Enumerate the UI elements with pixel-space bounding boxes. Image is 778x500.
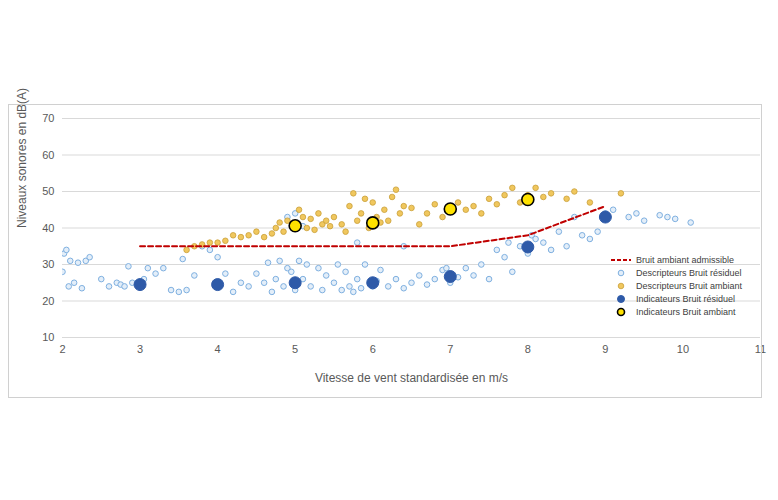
svg-text:7: 7 xyxy=(447,343,453,355)
svg-text:9: 9 xyxy=(602,343,608,355)
svg-text:Vitesse de vent standardisée e: Vitesse de vent standardisée en m/s xyxy=(315,371,508,385)
svg-text:6: 6 xyxy=(370,343,376,355)
svg-text:8: 8 xyxy=(525,343,531,355)
svg-text:Niveaux sonores en dB(A): Niveaux sonores en dB(A) xyxy=(15,88,29,228)
svg-text:4: 4 xyxy=(215,343,221,355)
svg-text:10: 10 xyxy=(677,343,689,355)
html-text:Descripteurs Bruit résiduel: Descripteurs Bruit résiduel xyxy=(636,267,742,278)
html-text:Descripteurs Bruit ambiant: Descripteurs Bruit ambiant xyxy=(636,280,742,291)
svg-text:10: 10 xyxy=(42,331,54,343)
html-text:Indicateurs Bruit résiduel: Indicateurs Bruit résiduel xyxy=(636,293,736,304)
svg-text:2: 2 xyxy=(59,343,65,355)
svg-text:20: 20 xyxy=(42,295,54,307)
svg-text:60: 60 xyxy=(42,149,54,161)
svg-text:40: 40 xyxy=(42,222,54,234)
svg-text:50: 50 xyxy=(42,185,54,197)
html-text:Indicateurs Bruit ambiant: Indicateurs Bruit ambiant xyxy=(636,306,736,317)
svg-text:30: 30 xyxy=(42,258,54,270)
svg-text:70: 70 xyxy=(42,112,54,124)
svg-text:5: 5 xyxy=(292,343,298,355)
svg-text:3: 3 xyxy=(137,343,143,355)
html-text:Bruit ambiant admissible: Bruit ambiant admissible xyxy=(636,254,734,265)
svg-text:11: 11 xyxy=(755,343,766,355)
